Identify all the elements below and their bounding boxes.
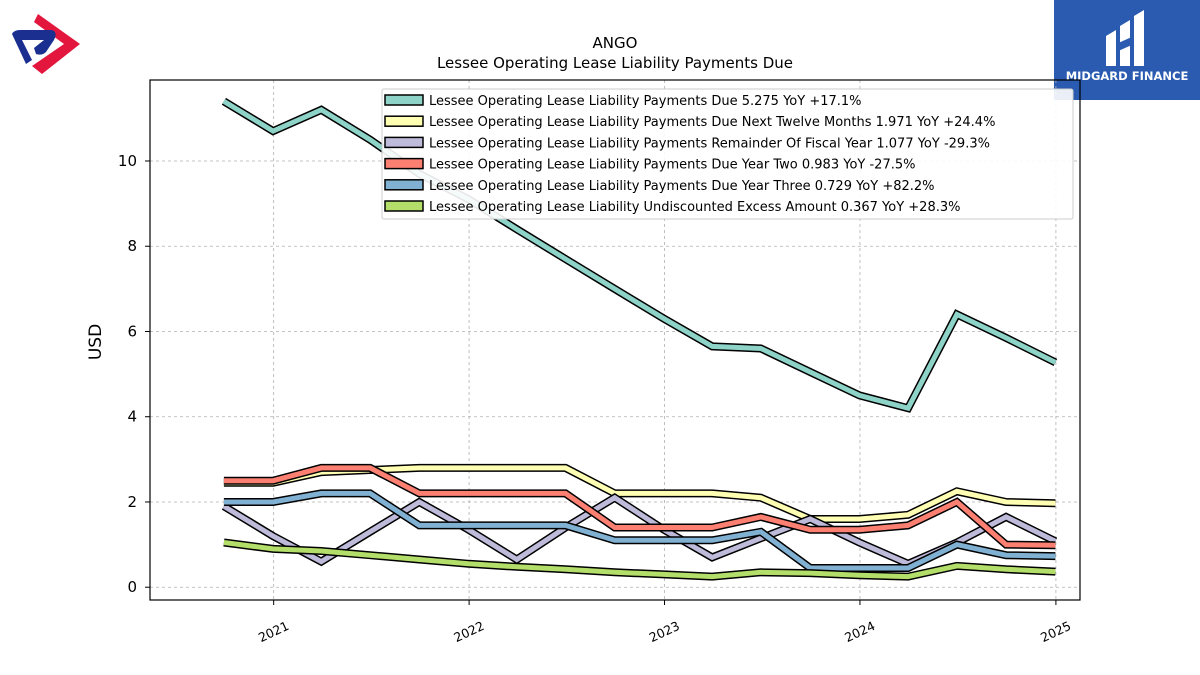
midgard-logo-icon <box>1106 10 1144 66</box>
plot-frame <box>149 79 1081 601</box>
brand-name: MIDGARD FINANCE <box>1065 69 1189 83</box>
y-tick-label: 10 <box>118 152 137 170</box>
x-tick-label: 2023 <box>647 618 682 645</box>
y-axis-label: USD <box>86 324 106 360</box>
series-lines <box>221 97 1058 581</box>
y-tick-label: 2 <box>127 493 137 511</box>
legend-entry: Lessee Operating Lease Liability Payment… <box>429 94 862 109</box>
series-line-lessee-operating-lease-liability-payments-due-year-three <box>223 490 1056 571</box>
series-line-lessee-operating-lease-liability-undiscounted-excess-amount <box>223 540 1056 580</box>
x-tick-label: 2022 <box>451 618 486 645</box>
y-tick-label: 0 <box>127 578 137 596</box>
y-tick-label: 4 <box>127 408 137 426</box>
legend-entry: Lessee Operating Lease Liability Payment… <box>429 136 990 151</box>
legend-entry: Lessee Operating Lease Liability Undisco… <box>429 200 960 215</box>
series-line-lessee-operating-lease-liability-payments-due-year-two <box>223 465 1056 548</box>
legend-swatch <box>384 115 424 127</box>
x-tick-label: 2025 <box>1038 618 1073 645</box>
legend-swatch <box>384 136 424 149</box>
x-tick-label: 2021 <box>256 618 291 645</box>
y-tick-label: 6 <box>127 322 137 340</box>
legend-swatch <box>384 179 424 191</box>
legend-entry: Lessee Operating Lease Liability Payment… <box>429 158 915 173</box>
ango-logo-icon <box>12 14 80 74</box>
legend-swatch <box>384 200 424 212</box>
legend-entry: Lessee Operating Lease Liability Payment… <box>429 115 995 130</box>
legend-box <box>381 88 1074 220</box>
x-tick-label: 2024 <box>842 618 877 645</box>
midgard-finance-logo: MIDGARD FINANCE <box>1054 0 1200 100</box>
legend: Lessee Operating Lease Liability Payment… <box>381 88 1074 220</box>
y-tick-label: 8 <box>127 237 137 255</box>
chart-title: ANGO <box>593 34 638 52</box>
legend-swatch <box>384 94 424 106</box>
legend-entry: Lessee Operating Lease Liability Payment… <box>429 179 935 194</box>
legend-swatch <box>384 157 424 170</box>
series-line-lessee-operating-lease-liability-payments-due <box>222 99 1057 412</box>
chart-subtitle: Lessee Operating Lease Liability Payment… <box>437 54 793 72</box>
